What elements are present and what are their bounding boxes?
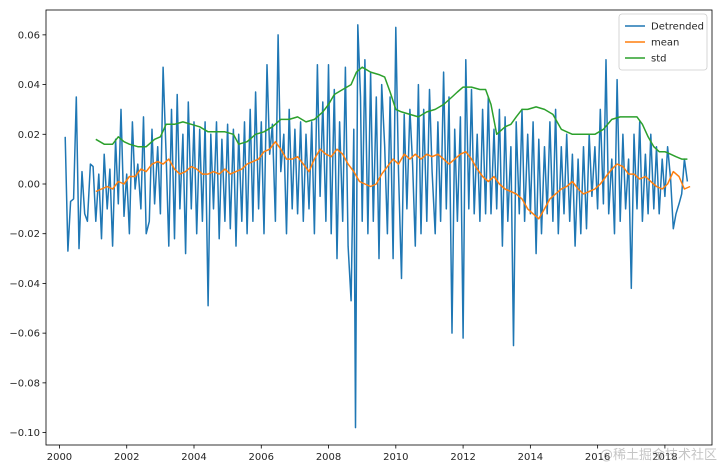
watermark: @稀土掘金技术社区	[599, 448, 717, 463]
y-tick-label: −0.06	[9, 329, 40, 340]
plot-lines	[64, 24, 691, 429]
x-tick-label: 2000	[47, 452, 72, 463]
x-axis: 2000 2002 2004 2006 2008 2010 2012 2014 2016 2018	[47, 445, 678, 463]
x-tick-label: 2002	[114, 452, 139, 463]
y-tick-label: 0.04	[18, 80, 40, 91]
y-tick-label: −0.04	[9, 279, 40, 290]
y-tick-label: 0.02	[18, 130, 40, 141]
series-line-mean	[95, 140, 691, 220]
legend-label-detrended: Detrended	[651, 22, 704, 33]
y-tick-label: 0.00	[18, 180, 40, 191]
y-tick-label: 0.06	[18, 30, 40, 41]
x-tick-label: 2014	[518, 452, 543, 463]
series-line-std	[95, 66, 688, 160]
legend-label-mean: mean	[651, 38, 679, 49]
x-tick-label: 2008	[316, 452, 341, 463]
x-tick-label: 2016	[585, 452, 610, 463]
legend-label-std: std	[651, 54, 666, 65]
y-tick-label: −0.08	[9, 378, 40, 389]
y-tick-label: −0.10	[9, 428, 40, 439]
legend: Detrended mean std	[618, 13, 708, 71]
x-tick-label: 2010	[383, 452, 408, 463]
series-line-detrended	[64, 24, 689, 429]
x-tick-label: 2018	[652, 452, 677, 463]
x-tick-label: 2006	[249, 452, 274, 463]
x-tick-label: 2012	[450, 452, 475, 463]
y-tick-label: −0.02	[9, 229, 40, 240]
x-tick-label: 2004	[181, 452, 206, 463]
axes-frame	[45, 9, 713, 446]
y-axis: −0.10 −0.08 −0.06 −0.04 −0.02 0.00 0.02 0.04 0.0…	[9, 30, 46, 439]
legend-box	[618, 13, 708, 71]
